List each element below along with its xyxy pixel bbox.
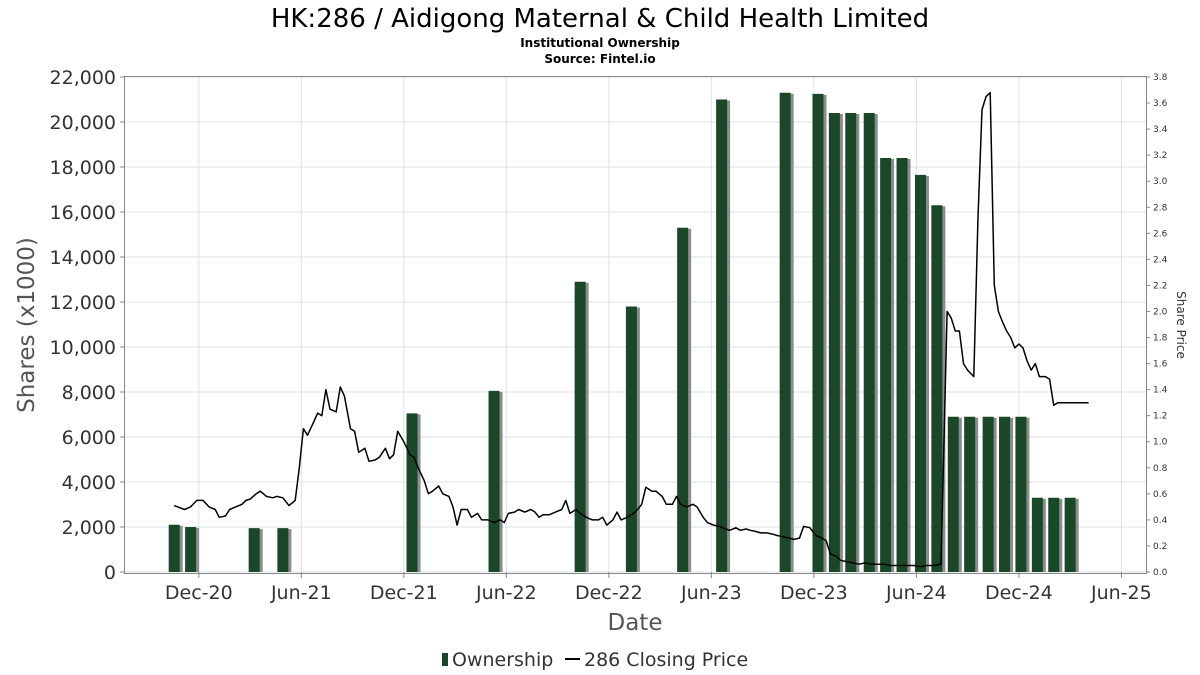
- y2-tick-label: 3.0: [1153, 177, 1168, 187]
- y2-tick-label: 3.8: [1153, 73, 1168, 83]
- y2-tick-label: 0.0: [1153, 568, 1168, 578]
- ownership-bar: [931, 205, 943, 572]
- plot-frame: [124, 76, 1147, 574]
- x-axis-label: Date: [608, 610, 663, 636]
- ownership-bar: [185, 527, 197, 572]
- ownership-bar: [947, 416, 959, 572]
- x-tick-label: Jun-22: [475, 582, 537, 604]
- ownership-bar: [779, 92, 791, 572]
- y2-tick-label: 2.2: [1153, 281, 1167, 291]
- y-tick-label: 10,000: [50, 337, 116, 359]
- x-tick-label: Dec-22: [575, 582, 643, 604]
- y2-tick-label: 1.0: [1153, 438, 1168, 448]
- ownership-bar: [406, 413, 418, 572]
- ownership-bar: [914, 174, 926, 572]
- y-tick-label: 22,000: [50, 67, 116, 89]
- y2-tick-label: 3.6: [1153, 99, 1168, 109]
- ownership-bar: [625, 306, 637, 572]
- legend-ownership-swatch: [442, 653, 448, 666]
- y-tick-label: 14,000: [50, 247, 116, 269]
- y2-tick-label: 2.4: [1153, 255, 1168, 265]
- price-line: [173, 91, 1089, 568]
- ownership-bar: [1048, 497, 1060, 572]
- y2-tick-label: 0.6: [1153, 490, 1168, 500]
- y2-tick-label: 2.0: [1153, 307, 1168, 317]
- x-tick-label: Dec-21: [370, 582, 438, 604]
- chart-source: Source: Fintel.io: [544, 52, 655, 66]
- y2-tick-label: 1.6: [1153, 360, 1168, 370]
- x-tick-label: Dec-20: [165, 582, 233, 604]
- y-tick-label: 12,000: [50, 292, 116, 314]
- y-tick-label: 8,000: [62, 382, 116, 404]
- y-tick-label: 18,000: [50, 157, 116, 179]
- legend: Ownership 286 Closing Price: [442, 649, 748, 671]
- y-tick-label: 6,000: [62, 427, 116, 449]
- ownership-bar: [168, 524, 180, 572]
- y2-tick-label: 1.8: [1153, 334, 1168, 344]
- y-tick-label: 2,000: [62, 517, 116, 539]
- ownership-bar: [574, 281, 586, 572]
- y2-tick-label: 2.8: [1153, 203, 1168, 213]
- y2-tick-label: 0.8: [1153, 464, 1168, 474]
- y-axis-right: 0.0 0.2 0.4 0.6 0.8 1.0 1.2 1.4 1.6 1.8 2.0 2.2 2.4 2…: [1146, 73, 1168, 578]
- ownership-bar: [1015, 416, 1027, 572]
- x-axis: Dec-20 Jun-21 Dec-21 Jun-22 Dec-22 Jun-23 Dec-…: [165, 572, 1152, 604]
- price-line-layer: [173, 91, 1089, 568]
- y2-tick-label: 2.6: [1153, 229, 1168, 239]
- x-tick-label: Dec-24: [985, 582, 1053, 604]
- chart-subtitle: Institutional Ownership: [520, 36, 680, 50]
- x-tick-label: Jun-25: [1090, 582, 1152, 604]
- x-tick-label: Jun-21: [270, 582, 332, 604]
- y2-tick-label: 1.4: [1153, 386, 1168, 396]
- x-tick-label: Dec-23: [780, 582, 848, 604]
- y-tick-label: 20,000: [50, 112, 116, 134]
- ownership-bar: [488, 390, 500, 572]
- x-tick-label: Jun-24: [885, 582, 947, 604]
- y-tick-label: 16,000: [50, 202, 116, 224]
- ownership-bar: [863, 113, 875, 572]
- ownership-bar: [248, 528, 260, 572]
- y2-tick-label: 1.2: [1153, 412, 1167, 422]
- ownership-bar: [677, 227, 689, 572]
- ownership-bar: [812, 93, 824, 572]
- ownership-bar: [828, 113, 840, 572]
- y2-tick-label: 0.4: [1153, 516, 1168, 526]
- ownership-bar: [982, 416, 994, 572]
- y2-tick-label: 3.2: [1153, 151, 1167, 161]
- legend-ownership-label: Ownership: [452, 649, 553, 671]
- y2-axis-label: Share Price: [1174, 291, 1188, 359]
- y-tick-label: 0: [104, 562, 116, 584]
- ownership-bar: [896, 158, 908, 572]
- ownership-bar: [1064, 497, 1076, 572]
- legend-price-label: 286 Closing Price: [584, 649, 748, 671]
- ownership-bar: [277, 528, 289, 572]
- y2-tick-label: 0.2: [1153, 542, 1167, 552]
- ownership-bar: [964, 416, 976, 572]
- y-tick-label: 4,000: [62, 472, 116, 494]
- ownership-bar: [999, 416, 1011, 572]
- y2-tick-label: 3.4: [1153, 125, 1168, 135]
- x-tick-label: Jun-23: [680, 582, 742, 604]
- ownership-bar: [1031, 497, 1043, 572]
- y-axis-left: 0 2,000 4,000 6,000 8,000 10,000 12,000 14,000 1…: [50, 67, 125, 584]
- ownership-bar: [716, 99, 728, 572]
- ownership-bars: [168, 92, 1079, 572]
- chart-title: HK:286 / Aidigong Maternal & Child Healt…: [271, 4, 929, 34]
- ownership-bar: [880, 158, 892, 572]
- y-axis-label: Shares (x1000): [14, 237, 40, 413]
- ownership-bar: [845, 113, 857, 572]
